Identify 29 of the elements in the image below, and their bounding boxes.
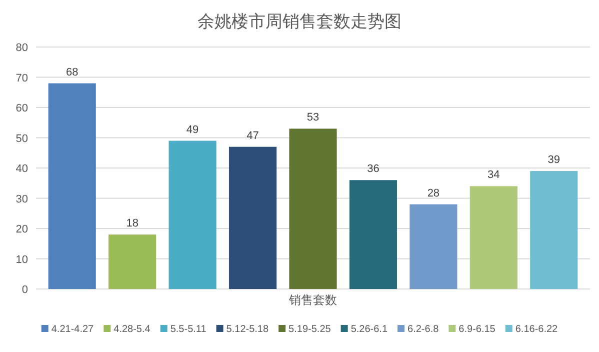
y-tick-label: 30 xyxy=(16,193,28,206)
legend-label: 5.5-5.11 xyxy=(170,324,207,335)
legend-label: 4.28-5.4 xyxy=(114,324,151,335)
data-label: 28 xyxy=(427,187,440,200)
legend-label: 4.21-4.27 xyxy=(51,324,94,335)
data-label: 34 xyxy=(488,169,500,182)
data-label: 47 xyxy=(246,130,259,142)
y-tick-label: 60 xyxy=(16,102,28,114)
data-label: 39 xyxy=(548,154,560,166)
y-tick-label: 80 xyxy=(16,42,28,54)
legend-label: 6.9-6.15 xyxy=(458,324,496,335)
legend-label: 5.19-5.25 xyxy=(288,324,332,335)
y-tick-label: 50 xyxy=(16,132,28,145)
legend-label: 5.26-6.1 xyxy=(350,324,388,335)
y-tick-label: 70 xyxy=(16,72,28,84)
y-tick-label: 0 xyxy=(22,284,28,296)
y-tick-label: 40 xyxy=(16,163,28,175)
data-label: 49 xyxy=(186,124,199,136)
data-label: 36 xyxy=(367,163,380,176)
legend-label: 6.16-6.22 xyxy=(515,324,558,335)
chart-title: 余姚楼市周销售套数走势图 xyxy=(198,12,402,31)
legend-label: 5.12-5.18 xyxy=(226,324,269,335)
data-label: 53 xyxy=(306,112,320,124)
y-tick-label: 20 xyxy=(16,224,28,236)
data-label: 18 xyxy=(126,218,138,230)
legend-label: 6.2-6.8 xyxy=(408,324,440,335)
y-tick-label: 10 xyxy=(16,254,28,266)
data-label: 68 xyxy=(66,66,78,78)
x-tick-label: 销售套数 xyxy=(288,293,337,307)
